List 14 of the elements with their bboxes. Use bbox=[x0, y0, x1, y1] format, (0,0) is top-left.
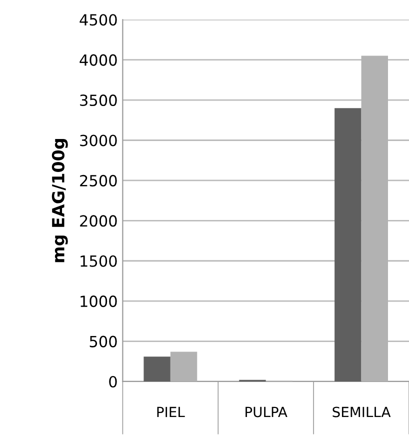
x-tick-label: PULPA bbox=[246, 406, 288, 418]
y-axis-title: mg EAG/100g bbox=[52, 139, 68, 262]
y-tick-label: 1000 bbox=[80, 296, 117, 308]
y-tick-label: 0 bbox=[109, 376, 117, 388]
y-tick-label: 3000 bbox=[80, 134, 117, 146]
y-tick-label: 500 bbox=[90, 336, 117, 348]
y-tick-label: 1500 bbox=[80, 255, 117, 267]
y-tick-label: 4500 bbox=[80, 14, 117, 26]
y-tick-label: 2000 bbox=[80, 215, 117, 227]
y-tick-label: 4000 bbox=[80, 54, 117, 66]
x-tick-label: SEMILLA bbox=[332, 406, 391, 418]
x-tick-label: PIEL bbox=[157, 406, 185, 418]
y-tick-label: 3500 bbox=[80, 94, 117, 106]
y-tick-label: 2500 bbox=[80, 174, 117, 186]
